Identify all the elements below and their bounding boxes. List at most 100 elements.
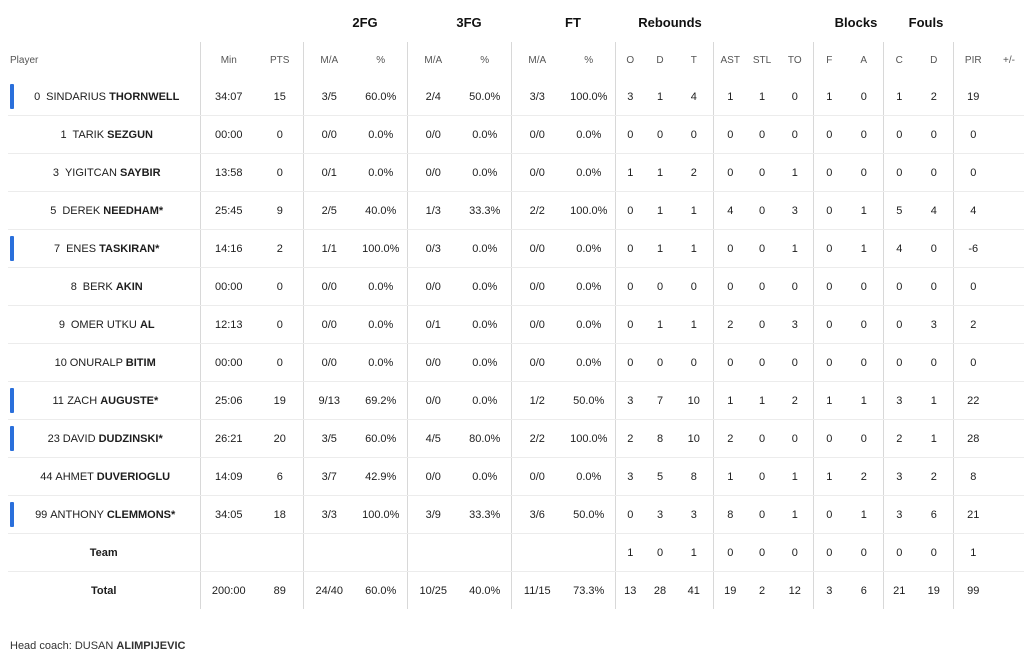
cell-fg3-pct: 0.0% xyxy=(459,343,512,382)
cell-to: 3 xyxy=(777,191,814,230)
player-name-cell[interactable]: 10 ONURALP BITIM xyxy=(8,343,201,382)
table-row[interactable]: 11 ZACH AUGUSTE* 25:06 19 9/13 69.2% 0/0 0.0% 1/… xyxy=(8,381,1024,420)
cell-plus-minus xyxy=(993,267,1024,306)
col-header-ft-ma: M/A xyxy=(528,54,547,66)
cell-ft-ma: 3/3 xyxy=(511,78,563,116)
cell-reb-o: 0 xyxy=(615,495,645,534)
cell-ft-pct xyxy=(563,533,616,572)
cell-pir: 2 xyxy=(953,305,993,344)
cell-reb-o: 1 xyxy=(615,153,645,192)
player-name-cell[interactable]: 7 ENES TASKIRAN* xyxy=(8,229,201,268)
cell-stl: 0 xyxy=(747,191,777,230)
cell-plus-minus xyxy=(993,305,1024,344)
player-name-cell[interactable]: 8 BERK AKIN xyxy=(8,267,201,306)
col-header-pir: PIR xyxy=(964,54,982,66)
cell-ast: 1 xyxy=(713,78,747,116)
cell-min: 14:09 xyxy=(200,457,257,496)
cell-pts: 19 xyxy=(257,381,304,420)
cell-ast: 0 xyxy=(713,115,747,154)
table-row[interactable]: 99 ANTHONY CLEMMONS* 34:05 18 3/3 100.0% 3/9 33… xyxy=(8,495,1024,534)
cell-blk-a: 0 xyxy=(845,305,884,344)
table-row[interactable]: 10 ONURALP BITIM 00:00 0 0/0 0.0% 0/0 0.0% 0/0 0.… xyxy=(8,343,1024,382)
cell-foul-c: 0 xyxy=(883,305,915,344)
player-name-cell[interactable]: 0 SINDARIUS THORNWELL xyxy=(8,78,201,116)
cell-min xyxy=(200,533,257,572)
cell-to: 12 xyxy=(777,571,814,609)
player-name-cell[interactable]: 3 YIGITCAN SAYBIR xyxy=(8,153,201,192)
cell-fg3-ma: 0/0 xyxy=(407,457,459,496)
cell-pir: 4 xyxy=(953,191,993,230)
player-name-cell[interactable]: 1 TARIK SEZGUN xyxy=(8,115,201,154)
cell-fg3-ma: 0/1 xyxy=(407,305,459,344)
table-row[interactable]: 23 DAVID DUDZINSKI* 26:21 20 3/5 60.0% 4/5 80.0… xyxy=(8,419,1024,458)
cell-ast: 1 xyxy=(713,457,747,496)
player-name-cell[interactable]: 23 DAVID DUDZINSKI* xyxy=(8,419,201,458)
cell-fg3-pct: 50.0% xyxy=(459,78,512,116)
cell-pir: 0 xyxy=(953,343,993,382)
cell-min: 25:06 xyxy=(200,381,257,420)
table-row[interactable]: 9 OMER UTKU AL 12:13 0 0/0 0.0% 0/1 0.0% 0/0 0.0%… xyxy=(8,305,1024,344)
cell-reb-d: 0 xyxy=(645,115,675,154)
cell-reb-d: 1 xyxy=(645,153,675,192)
cell-ast: 0 xyxy=(713,343,747,382)
cell-blk-a: 0 xyxy=(845,533,884,572)
cell-ft-ma: 0/0 xyxy=(511,267,563,306)
cell-foul-c: 0 xyxy=(883,533,915,572)
cell-plus-minus xyxy=(993,229,1024,268)
cell-to: 3 xyxy=(777,305,814,344)
cell-reb-t: 1 xyxy=(675,305,714,344)
cell-fg3-ma: 0/0 xyxy=(407,115,459,154)
cell-foul-d: 6 xyxy=(915,495,954,534)
jersey-number: 7 xyxy=(54,242,61,255)
cell-fg3-ma: 4/5 xyxy=(407,419,459,458)
cell-fg2-pct: 0.0% xyxy=(355,267,408,306)
player-name-cell[interactable]: 9 OMER UTKU AL xyxy=(8,305,201,344)
player-name-cell[interactable]: 44 AHMET DUVERIOGLU xyxy=(8,457,201,496)
col-header-blk-a: A xyxy=(845,42,884,78)
cell-reb-d: 28 xyxy=(653,584,667,597)
cell-min: 13:58 xyxy=(200,153,257,192)
player-last-name: SAYBIR xyxy=(119,166,161,179)
col-header-fg2-pct: % xyxy=(355,42,408,78)
cell-plus-minus xyxy=(993,78,1024,116)
cell-fg2-pct xyxy=(355,533,408,572)
group-header-blocks: Blocks xyxy=(834,14,878,30)
cell-ast: 19 xyxy=(724,584,737,597)
player-name-cell[interactable]: 5 DEREK NEEDHAM* xyxy=(8,191,201,230)
table-row[interactable]: 3 YIGITCAN SAYBIR 13:58 0 0/1 0.0% 0/0 0.0% 0/0 0… xyxy=(8,153,1024,192)
cell-reb-t: 0 xyxy=(675,343,714,382)
cell-fg3-pct: 80.0% xyxy=(459,419,512,458)
cell-blk-a: 6 xyxy=(845,571,884,609)
cell-fg2-ma: 9/13 xyxy=(303,381,355,420)
cell-fg3-pct: 40.0% xyxy=(459,571,512,609)
cell-min: 00:00 xyxy=(200,267,257,306)
cell-reb-t: 3 xyxy=(675,495,714,534)
cell-reb-d: 1 xyxy=(645,305,675,344)
cell-blk-f: 0 xyxy=(813,343,845,382)
col-header-pts: PTS xyxy=(257,42,304,78)
cell-ft-ma: 0/0 xyxy=(511,305,563,344)
player-last-name: AUGUSTE xyxy=(100,394,154,407)
cell-blk-a: 2 xyxy=(845,457,884,496)
cell-fg3-ma: 2/4 xyxy=(407,78,459,116)
table-row[interactable]: 0 SINDARIUS THORNWELL 34:07 15 3/5 60.0% 2/4 50… xyxy=(8,78,1024,116)
cell-ft-pct: 50.0% xyxy=(563,495,616,534)
team-row: Team 1 0 1 0 0 0 0 0 0 0 1 xyxy=(8,533,1024,572)
cell-fg2-ma: 2/5 xyxy=(303,191,355,230)
table-row[interactable]: 1 TARIK SEZGUN 00:00 0 0/0 0.0% 0/0 0.0% 0/0 0.0%… xyxy=(8,115,1024,154)
cell-reb-t: 10 xyxy=(675,419,714,458)
cell-reb-o: 13 xyxy=(624,584,637,597)
cell-blk-a: 0 xyxy=(845,115,884,154)
cell-to: 0 xyxy=(777,419,814,458)
table-row[interactable]: 44 AHMET DUVERIOGLU 14:09 6 3/7 42.9% 0/0 0.0% 0… xyxy=(8,457,1024,496)
cell-fg2-pct: 69.2% xyxy=(355,381,408,420)
player-name-cell[interactable]: 99 ANTHONY CLEMMONS* xyxy=(8,495,201,534)
table-row[interactable]: 8 BERK AKIN 00:00 0 0/0 0.0% 0/0 0.0% 0/0 0.0% 0 0 0… xyxy=(8,267,1024,306)
table-row[interactable]: 7 ENES TASKIRAN* 14:16 2 1/1 100.0% 0/3 0.0% 0/0… xyxy=(8,229,1024,268)
cell-blk-f: 0 xyxy=(813,229,845,268)
player-first-name: DEREK xyxy=(62,204,101,217)
cell-pts: 9 xyxy=(257,191,304,230)
player-name-cell[interactable]: 11 ZACH AUGUSTE* xyxy=(8,381,201,420)
table-row[interactable]: 5 DEREK NEEDHAM* 25:45 9 2/5 40.0% 1/3 33.3% 2/2… xyxy=(8,191,1024,230)
player-first-name: SINDARIUS xyxy=(46,90,107,103)
